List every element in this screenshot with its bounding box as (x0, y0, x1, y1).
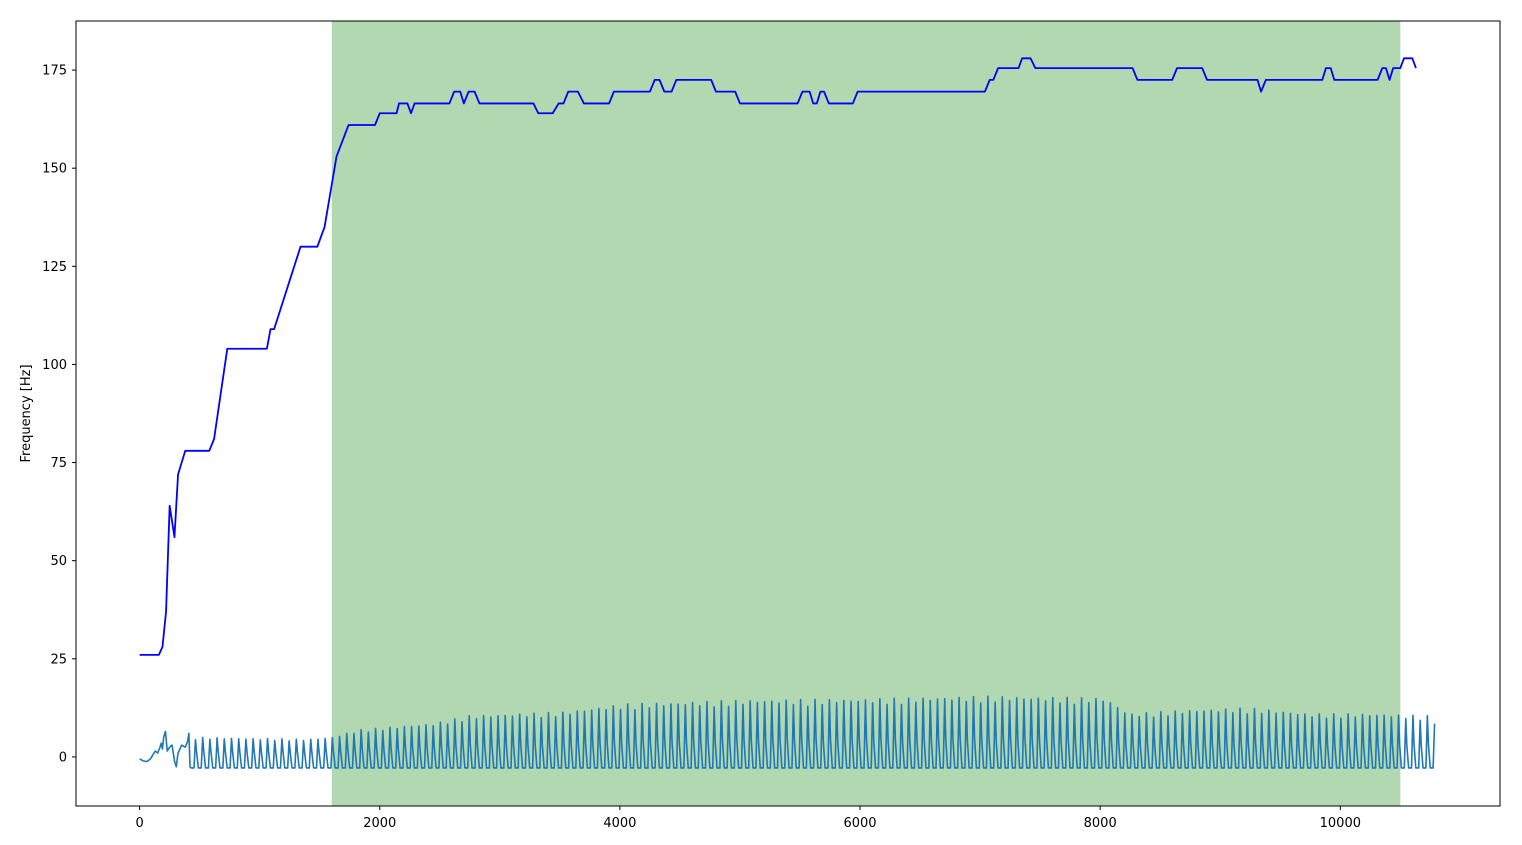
y-tick-label: 50 (50, 554, 67, 569)
x-tick-label: 10000 (1320, 816, 1361, 831)
y-axis-label: Frequency [Hz] (19, 364, 34, 462)
shaded-region (331, 21, 1401, 806)
y-tick-label: 100 (42, 358, 67, 373)
y-tick-label: 0 (59, 750, 67, 765)
y-tick-label: 150 (42, 162, 67, 177)
x-tick-label: 6000 (843, 816, 876, 831)
x-tick-label: 8000 (1084, 816, 1117, 831)
y-tick-label: 175 (42, 64, 67, 79)
y-tick-label: 25 (50, 652, 67, 667)
y-tick-label: 125 (42, 260, 67, 275)
plot-frame (75, 20, 1501, 807)
y-tick-label: 75 (50, 456, 67, 471)
x-tick-label: 2000 (363, 816, 396, 831)
series-signal-line (139, 695, 1436, 769)
x-tick-label: 0 (135, 816, 143, 831)
x-tick-label: 4000 (603, 816, 636, 831)
series-frequency-line (139, 57, 1417, 656)
